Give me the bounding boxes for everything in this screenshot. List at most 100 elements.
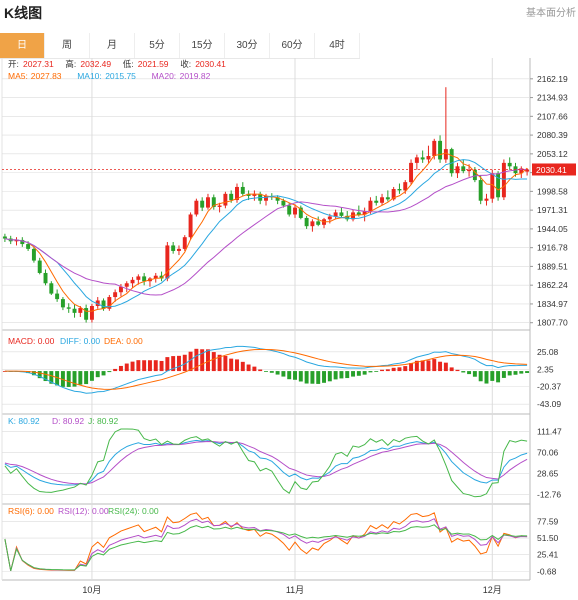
candle-body xyxy=(420,157,425,160)
candle-body xyxy=(78,308,83,313)
k-label: K: 80.92 xyxy=(8,416,40,426)
candle-body xyxy=(171,245,176,251)
tab-1[interactable]: 周 xyxy=(45,33,90,58)
macd-bar xyxy=(147,360,152,372)
macd-bar xyxy=(467,371,472,375)
candle-body xyxy=(101,300,106,309)
y-tick-label: 2107.66 xyxy=(537,111,568,121)
candle-body xyxy=(43,272,48,284)
y-tick-label: 1916.78 xyxy=(537,243,568,253)
candle-body xyxy=(304,217,309,227)
candle-body xyxy=(14,239,19,242)
candle-body xyxy=(124,283,129,287)
tab-7[interactable]: 4时 xyxy=(315,33,360,58)
macd-bar xyxy=(246,364,251,372)
macd-bar xyxy=(426,360,431,372)
candle-body xyxy=(153,275,158,279)
macd-bar xyxy=(118,365,123,372)
macd-bar xyxy=(101,371,106,376)
candle-body xyxy=(188,214,193,238)
macd-label: MACD: 0.00 xyxy=(8,336,55,346)
candle-body xyxy=(397,189,402,191)
macd-bar xyxy=(281,371,286,377)
candle-body xyxy=(130,279,135,284)
tab-0[interactable]: 日 xyxy=(0,33,45,58)
candle-body xyxy=(426,156,431,160)
y-tick-label: 2162.19 xyxy=(537,74,568,84)
macd-bar xyxy=(333,371,338,380)
candle-body xyxy=(519,168,524,174)
candle-body xyxy=(316,221,321,225)
current-price-tag xyxy=(532,163,576,176)
macd-bar xyxy=(368,371,373,373)
macd-bar xyxy=(403,366,408,372)
macd-bar xyxy=(484,371,489,384)
candle-body xyxy=(403,182,408,191)
macd-bar xyxy=(72,371,77,387)
ohlc-value: 2027.31 xyxy=(23,59,54,69)
tab-2[interactable]: 月 xyxy=(90,33,135,58)
candle-body xyxy=(211,197,216,207)
candle-body xyxy=(374,200,379,203)
current-price-label: 2030.41 xyxy=(536,165,567,175)
macd-bar xyxy=(235,359,239,372)
candle-body xyxy=(287,205,292,215)
candle-body xyxy=(176,248,181,251)
candle-body xyxy=(351,212,356,220)
ohlc-value: 2032.49 xyxy=(80,59,111,69)
y-tick-label: 1944.05 xyxy=(537,224,568,234)
macd-bar xyxy=(89,371,94,381)
macd-bar xyxy=(351,371,356,377)
candle-body xyxy=(345,215,350,220)
candle-body xyxy=(356,212,361,215)
macd-bar xyxy=(113,368,118,372)
rsi-tick-label: -0.68 xyxy=(537,566,557,576)
macd-bar xyxy=(310,371,315,384)
dea-label: DEA: 0.00 xyxy=(104,336,143,346)
tab-5[interactable]: 30分 xyxy=(225,33,270,58)
macd-bar xyxy=(252,366,257,372)
macd-bar xyxy=(49,371,54,384)
candle-body xyxy=(182,237,187,249)
candle-body xyxy=(525,169,530,172)
rsi24-label: RSI(24): 0.00 xyxy=(108,506,159,516)
macd-bar xyxy=(78,371,83,385)
j-label: J: 80.92 xyxy=(88,416,119,426)
rsi-tick-label: 77.59 xyxy=(537,516,559,526)
macd-tick-label: -20.37 xyxy=(537,382,561,392)
macd-bar xyxy=(339,371,344,379)
macd-bar xyxy=(240,361,245,372)
candle-body xyxy=(95,300,100,306)
candle-body xyxy=(333,212,338,217)
candle-body xyxy=(310,221,315,227)
macd-bar xyxy=(269,371,274,373)
candle-body xyxy=(66,307,71,309)
header: K线图 基本面分析 xyxy=(0,0,578,26)
macd-tick-label: 2.35 xyxy=(537,364,554,374)
candle-body xyxy=(246,193,251,196)
ma-value: 2027.83 xyxy=(31,71,62,81)
macd-bar xyxy=(194,348,199,372)
kdj-tick-label: 70.06 xyxy=(537,447,559,457)
tab-4[interactable]: 15分 xyxy=(180,33,225,58)
y-tick-label: 1971.31 xyxy=(537,205,568,215)
macd-bar xyxy=(409,362,414,372)
y-tick-label: 1889.51 xyxy=(537,261,568,271)
candle-body xyxy=(443,149,448,160)
ma10-line xyxy=(4,159,528,308)
macd-bar xyxy=(136,360,141,372)
candle-body xyxy=(60,299,65,308)
macd-bar xyxy=(316,371,321,384)
tab-3[interactable]: 5分 xyxy=(135,33,180,58)
candle-body xyxy=(264,195,268,201)
tab-6[interactable]: 60分 xyxy=(270,33,315,58)
candle-body xyxy=(84,308,89,320)
kline-chart: 2162.192134.932107.662080.392053.122025.… xyxy=(1,58,576,595)
candle-body xyxy=(217,205,222,207)
macd-bar xyxy=(455,369,460,372)
rsi24-line xyxy=(4,524,528,571)
fundamental-analysis-link[interactable]: 基本面分析 xyxy=(526,8,576,19)
macd-bar xyxy=(496,371,501,383)
candle-body xyxy=(467,169,472,172)
period-tabs: 日周月 5分 15分 30分 60分 4时 xyxy=(0,33,360,59)
